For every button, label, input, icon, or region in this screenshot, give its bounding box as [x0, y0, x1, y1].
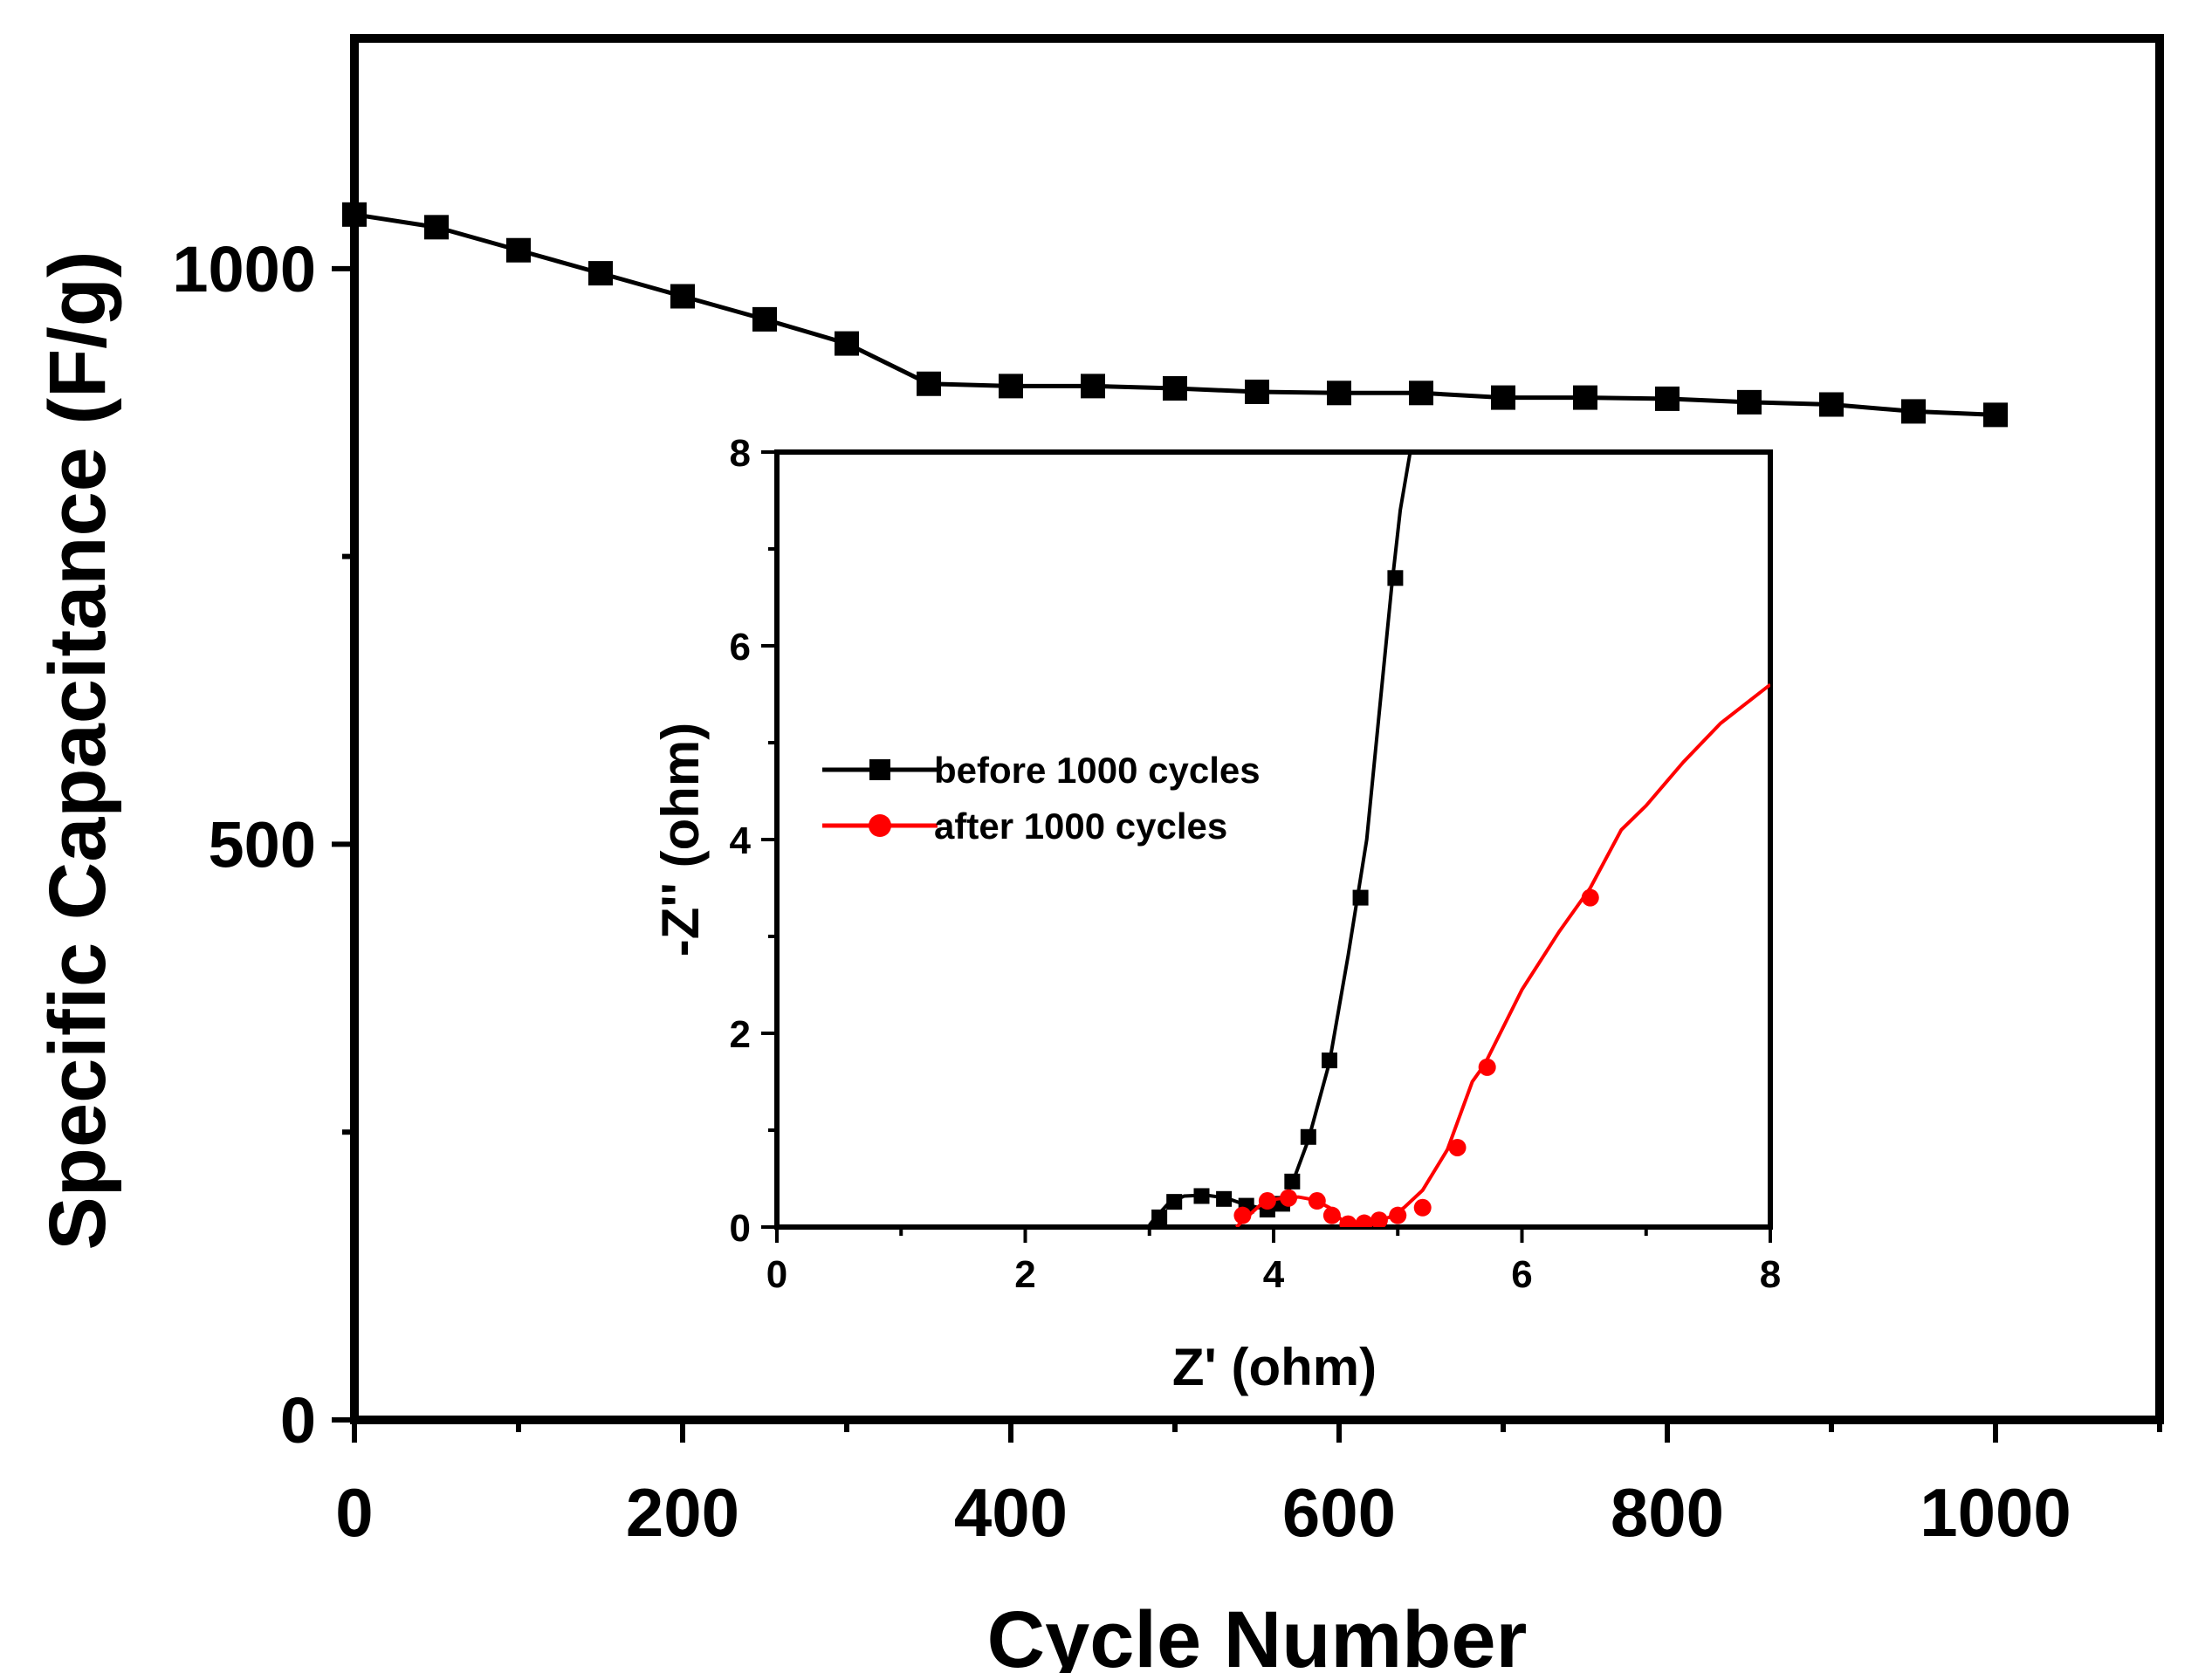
main-data-point — [424, 215, 449, 240]
main-data-point — [1081, 374, 1105, 399]
inset-series-group — [1148, 452, 1770, 1227]
inset-before-data-point — [1387, 570, 1404, 586]
inset-before-data-point — [1322, 1052, 1338, 1069]
inset-legend: before 1000 cycles after 1000 cycles — [822, 750, 1261, 847]
inset-y-tick-label: 4 — [730, 819, 752, 862]
main-data-point — [1819, 392, 1844, 417]
inset-after-data-point — [1448, 1138, 1467, 1156]
main-data-point — [588, 261, 613, 286]
main-data-point — [1327, 381, 1351, 406]
inset-y-tick-label: 8 — [730, 432, 751, 475]
main-x-axis-title: Cycle Number — [987, 1595, 1528, 1673]
inset-before-data-point — [1300, 1128, 1316, 1145]
main-x-tick-label: 1000 — [1920, 1474, 2071, 1551]
inset-x-tick-label: 4 — [1263, 1253, 1285, 1296]
inset-x-tick-label: 6 — [1511, 1253, 1532, 1296]
inset-y-tick-label: 0 — [730, 1207, 751, 1250]
legend-label-after: after 1000 cycles — [934, 806, 1227, 847]
main-y-axis-title: Specific Capacitance (F/g) — [33, 250, 122, 1250]
main-data-point — [1245, 379, 1269, 404]
main-data-point — [752, 306, 777, 332]
inset-after-data-point — [1370, 1211, 1388, 1227]
main-x-tick-label: 600 — [1282, 1474, 1396, 1551]
legend-label-before: before 1000 cycles — [934, 750, 1261, 791]
inset-before-data-point — [1193, 1188, 1210, 1204]
main-y-tick-label: 1000 — [172, 233, 316, 305]
inset-after-data-point — [1322, 1206, 1341, 1224]
inset-before-data-point — [1284, 1173, 1301, 1190]
main-data-point — [670, 284, 695, 309]
inset-after-data-point — [1233, 1206, 1252, 1224]
main-x-tick-label: 400 — [954, 1474, 1068, 1551]
main-y-tick-label: 500 — [209, 808, 316, 881]
main-plot-frame — [350, 34, 2164, 1424]
main-data-point — [1409, 381, 1433, 406]
inset-x-tick-label: 8 — [1760, 1253, 1781, 1296]
inset-y-tick-label: 6 — [730, 626, 751, 669]
main-data-point — [1491, 385, 1515, 410]
inset-axis-ticks: 0 2 4 6 8 0 2 4 6 8 — [730, 432, 1782, 1296]
inset-x-tick-label: 2 — [1014, 1253, 1035, 1296]
inset-before-data-point — [1216, 1190, 1233, 1207]
main-data-point — [506, 237, 531, 263]
main-data-point — [1901, 399, 1926, 424]
inset-before-data-point — [1166, 1194, 1183, 1210]
main-x-tick-label: 0 — [335, 1474, 373, 1551]
inset-after-data-point — [1308, 1192, 1326, 1210]
inset-after-data-point — [1258, 1192, 1276, 1210]
inset-after-data-point — [1355, 1214, 1373, 1227]
main-data-point — [999, 374, 1023, 399]
inset-after-data-point — [1389, 1206, 1407, 1224]
inset-before-data-point — [1151, 1209, 1168, 1225]
inset-after-data-point — [1280, 1189, 1298, 1207]
inset-after-data-point — [1581, 888, 1599, 907]
main-data-point — [342, 202, 367, 227]
main-x-tick-label: 200 — [626, 1474, 739, 1551]
inset-after-data-point — [1339, 1215, 1357, 1227]
main-x-tick-label: 800 — [1611, 1474, 1724, 1551]
inset-before-data-point — [1352, 889, 1369, 906]
inset-after-data-point — [1478, 1058, 1496, 1076]
inset-x-tick-label: 0 — [766, 1253, 787, 1296]
inset-plot-frame — [774, 449, 1773, 1230]
main-y-tick-label: 0 — [280, 1384, 316, 1457]
main-data-point — [1163, 376, 1187, 401]
legend-marker-after — [869, 814, 891, 837]
main-series-group — [342, 202, 2008, 428]
main-data-point — [1983, 402, 2008, 428]
main-data-point — [835, 331, 859, 356]
legend-marker-before — [869, 759, 890, 780]
main-data-point — [1737, 389, 1762, 415]
main-data-point — [917, 371, 941, 396]
main-data-point — [1655, 386, 1680, 411]
inset-y-tick-label: 2 — [730, 1013, 751, 1056]
inset-y-axis-title: -Z'' (ohm) — [651, 723, 710, 956]
inset-x-axis-title: Z' (ohm) — [1172, 1338, 1377, 1396]
inset-after-data-point — [1413, 1198, 1432, 1217]
main-data-point — [1573, 385, 1597, 410]
